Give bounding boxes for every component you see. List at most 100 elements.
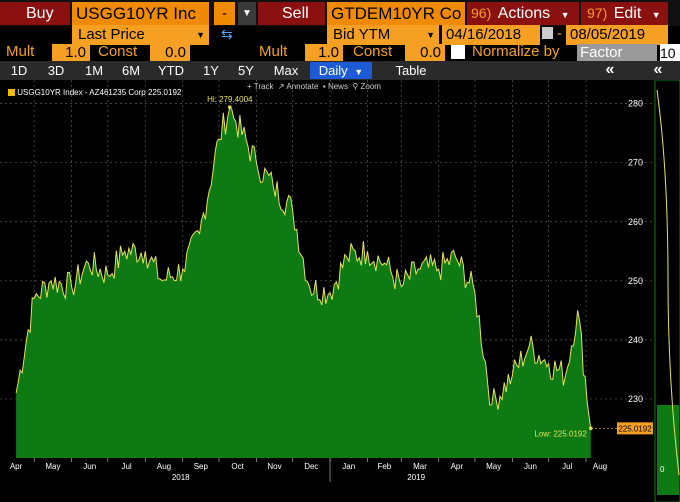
tab-table[interactable]: Table [395, 63, 427, 78]
tab-5y[interactable]: 5Y [238, 63, 254, 78]
buy-dropdown[interactable]: - [214, 2, 235, 25]
x-tick-label: Dec [304, 462, 318, 471]
low-label: Low: 225.0192 [534, 429, 587, 438]
last-value-box [617, 422, 653, 435]
const-left-input[interactable]: 0.0 [150, 44, 190, 62]
year-label: 2019 [407, 473, 425, 482]
y-axis: 230 240 250 260 270 280 [628, 99, 643, 404]
normalize-checkbox[interactable] [451, 45, 465, 59]
edit-number: 97) [587, 5, 608, 21]
const-right-label: Const [353, 43, 393, 60]
mult-right-label: Mult [259, 43, 288, 60]
date-from-input[interactable]: 04/16/2018 [442, 25, 540, 45]
high-marker [228, 105, 232, 109]
side-panel-curve [656, 89, 680, 476]
const-right-input[interactable]: 0.0 [405, 44, 445, 62]
field-select-right[interactable]: Bid YTM ▼ [327, 25, 439, 45]
sell-ticker-input[interactable]: GTDEM10YR Co [327, 2, 465, 25]
tool-track[interactable]: Track [253, 82, 274, 91]
actions-label: Actions [497, 5, 551, 22]
legend-text: USGG10YR Index - AZ461235 Corp 225.0192 [17, 88, 182, 97]
field-left-chevron-icon: ▼ [196, 30, 205, 40]
swap-icon[interactable]: ⇆ [221, 26, 233, 42]
edit-chevron-down-icon: ▼ [651, 10, 661, 20]
date-separator: - [557, 25, 562, 42]
news-icon: ▪ [322, 82, 326, 91]
actions-chevron-down-icon: ▼ [560, 10, 570, 20]
calendar-icon[interactable] [542, 27, 553, 39]
x-tick-label: Jul [121, 462, 131, 471]
tab-3d[interactable]: 3D [47, 63, 65, 78]
x-tick-label: Oct [231, 462, 244, 471]
edit-menu[interactable]: 97) Edit ▼ [581, 2, 668, 25]
x-tick-label: Jul [562, 462, 572, 471]
x-tick-label: Jan [342, 462, 355, 471]
edit-label: Edit [613, 5, 642, 22]
normalize-select[interactable]: Factor [577, 44, 657, 62]
x-tick-label: Nov [267, 462, 281, 471]
tool-news[interactable]: News [327, 82, 348, 91]
legend-swatch-icon [8, 89, 15, 97]
price-chart: 230 240 250 260 270 280 Apr May Jun Jul Aug Sep Oct… [0, 80, 680, 502]
field-right-chevron-icon: ▼ [426, 30, 435, 40]
y-tick-label: 250 [628, 276, 643, 286]
tab-1y[interactable]: 1Y [203, 63, 219, 78]
normalize-label: Normalize by [472, 43, 560, 60]
annotate-icon: ↗ [277, 82, 285, 91]
year-label: 2018 [172, 473, 190, 482]
buy-button[interactable]: Buy [0, 2, 70, 25]
field-right-label: Bid YTM [333, 26, 391, 43]
actions-number: 96) [471, 5, 492, 21]
period-chevron-icon: ▼ [354, 67, 364, 77]
x-axis: Apr May Jun Jul Aug Sep Oct Nov Dec Jan Feb Mar Apr M… [10, 458, 607, 482]
x-tick-label: Aug [593, 462, 607, 471]
period-select[interactable]: Daily ▼ [310, 62, 372, 79]
y-tick-label: 270 [628, 158, 643, 168]
tab-max[interactable]: Max [273, 63, 299, 78]
buy-ticker-input[interactable]: USGG10YR Inc [72, 2, 209, 25]
tab-1d[interactable]: 1D [10, 63, 28, 78]
x-tick-label: Sep [194, 462, 209, 471]
price-area [16, 107, 591, 458]
x-tick-label: Jun [83, 462, 96, 471]
legend: USGG10YR Index - AZ461235 Corp 225.0192 [8, 88, 181, 97]
y-tick-label: 240 [628, 335, 643, 345]
x-tick-label: Feb [377, 462, 391, 471]
normalize-extra-input[interactable]: 10 [660, 44, 680, 62]
side-panel-bar [657, 405, 679, 495]
x-tick-label: Apr [451, 462, 464, 471]
buy-chevron-down-icon[interactable]: ▼ [238, 2, 256, 25]
x-tick-label: Aug [157, 462, 171, 471]
collapse-icon[interactable]: « [605, 61, 615, 78]
last-value-label: 225.0192 [618, 424, 652, 433]
zoom-icon: ⚲ [352, 82, 359, 91]
y-tick-label: 280 [628, 99, 643, 109]
tool-annotate[interactable]: Annotate [286, 82, 319, 91]
price-line [15, 106, 592, 429]
sell-button[interactable]: Sell [258, 2, 325, 25]
chart-annotations: Hi: 279.4004 Low: 225.0192 225.0192 [207, 95, 653, 438]
x-tick-label: Mar [413, 462, 427, 471]
period-label: Daily [318, 63, 348, 78]
x-tick-label: Jun [524, 462, 537, 471]
x-tick-label: Apr [10, 462, 23, 471]
chart-toolbar: + Track ↗ Annotate ▪ News ⚲ Zoom [247, 82, 381, 91]
mult-right-input[interactable]: 1.0 [305, 44, 343, 62]
tool-zoom[interactable]: Zoom [360, 82, 381, 91]
const-left-label: Const [98, 43, 138, 60]
mult-left-input[interactable]: 1.0 [52, 44, 90, 62]
tab-ytd[interactable]: YTD [158, 63, 184, 78]
y-tick-label: 260 [628, 217, 643, 227]
high-label: Hi: 279.4004 [207, 95, 253, 104]
side-panel-label: 0 [660, 465, 665, 474]
expand-icon[interactable]: « [653, 61, 663, 78]
x-tick-label: May [45, 462, 60, 471]
tab-6m[interactable]: 6M [121, 63, 141, 78]
field-left-label: Last Price [78, 26, 145, 43]
y-tick-label: 230 [628, 394, 643, 404]
tab-1m[interactable]: 1M [84, 63, 104, 78]
field-select-left[interactable]: Last Price ▼ [72, 25, 209, 45]
track-icon: + [247, 82, 252, 91]
actions-menu[interactable]: 96) Actions ▼ [467, 2, 579, 25]
date-to-input[interactable]: 08/05/2019 [566, 25, 668, 45]
